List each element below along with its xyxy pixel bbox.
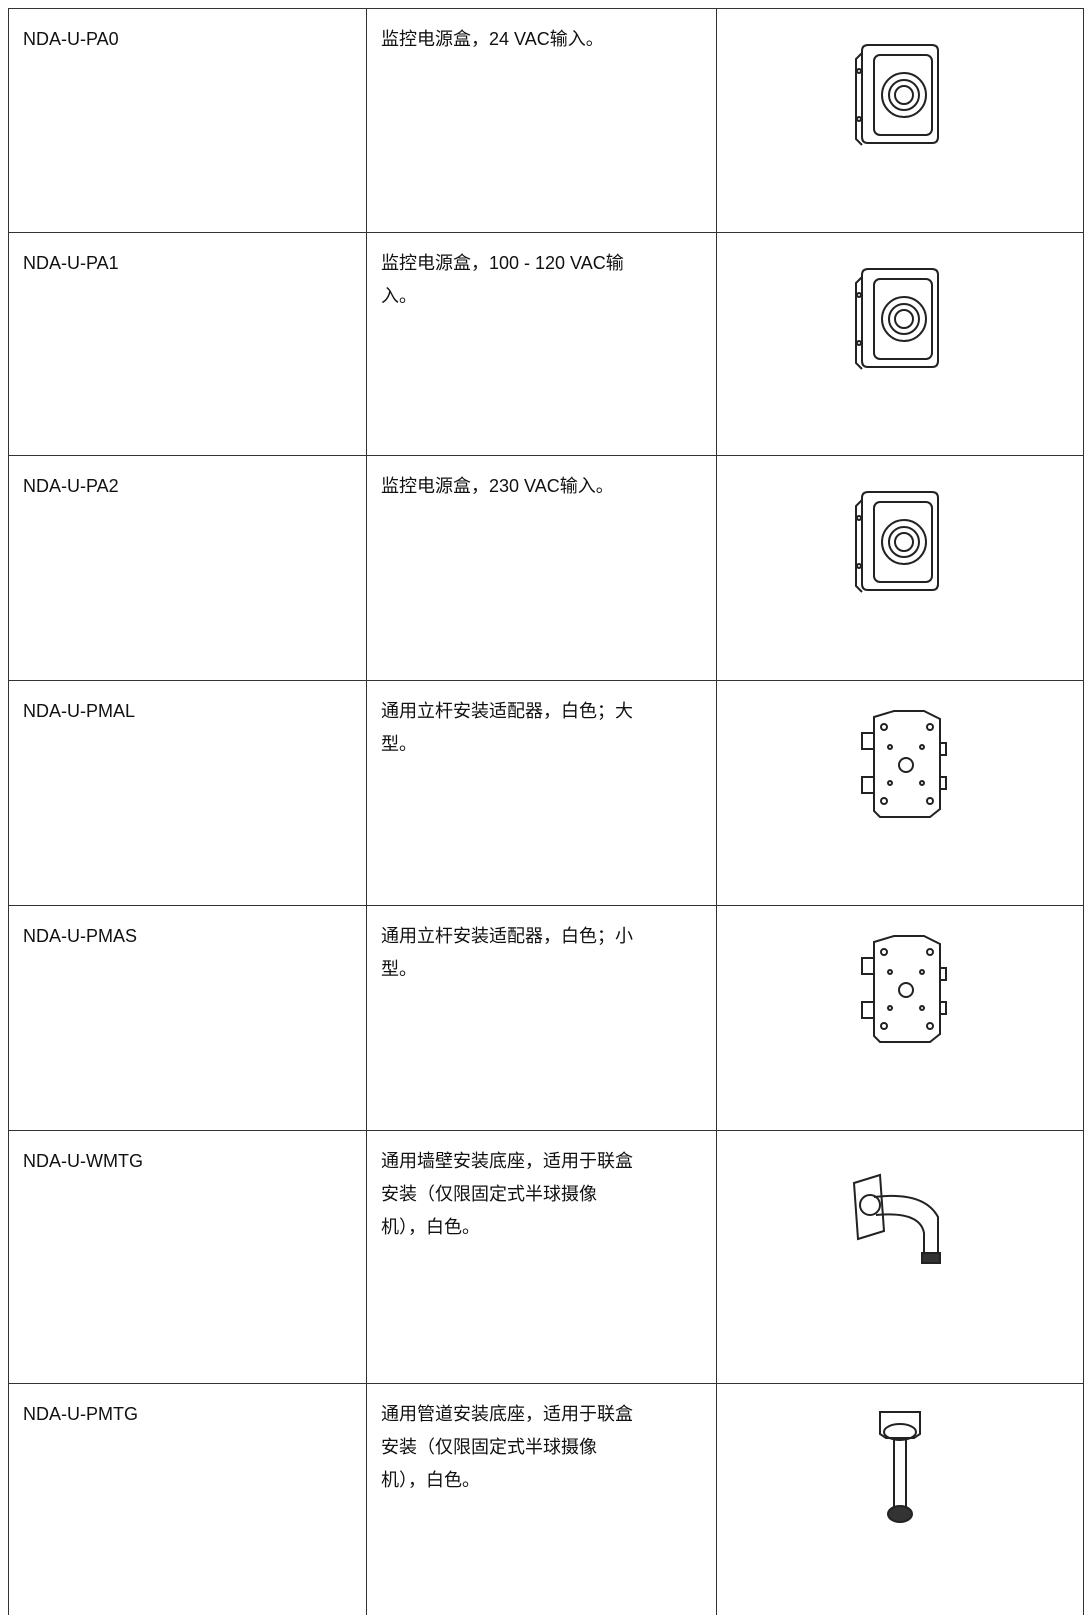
accessory-table: NDA-U-PA0 监控电源盒，24 VAC输入。 NDA-U-PA1 监控电源盒，1… (8, 8, 1084, 1615)
product-image (861, 935, 947, 1043)
product-image-cell (716, 232, 1084, 456)
description-line: 型。 (381, 959, 417, 979)
description: 监控电源盒，100 - 120 VAC输 入。 (366, 232, 717, 456)
product-image (855, 491, 939, 593)
table-row: NDA-U-PA2 监控电源盒，230 VAC输入。 (8, 455, 1084, 681)
part-number: NDA-U-PA2 (8, 455, 367, 681)
product-image (855, 44, 939, 146)
product-image (853, 1174, 941, 1264)
description: 通用立杆安装适配器，白色；大 型。 (366, 680, 717, 906)
product-image-cell (716, 905, 1084, 1131)
part-number: NDA-U-PA0 (8, 8, 367, 233)
product-image (879, 1411, 921, 1523)
table-row: NDA-U-PMAS 通用立杆安装适配器，白色；小 型。 (8, 905, 1084, 1131)
description: 监控电源盒，24 VAC输入。 (366, 8, 717, 233)
part-number: NDA-U-PMAS (8, 905, 367, 1131)
description: 通用立杆安装适配器，白色；小 型。 (366, 905, 717, 1131)
product-image-cell (716, 1130, 1084, 1384)
table-row: NDA-U-WMTG 通用墙壁安装底座，适用于联盒 安装（仅限固定式半球摄像 机），白… (8, 1130, 1084, 1384)
product-image-cell (716, 1383, 1084, 1615)
description-line: 入。 (381, 286, 417, 306)
table-row: NDA-U-PA1 监控电源盒，100 - 120 VAC输 入。 (8, 232, 1084, 456)
description-line: 通用墙壁安装底座，适用于联盒 (381, 1151, 633, 1171)
product-image (861, 710, 947, 818)
description: 监控电源盒，230 VAC输入。 (366, 455, 717, 681)
description-line: 通用立杆安装适配器，白色；大 (381, 701, 633, 721)
table-row: NDA-U-PMAL 通用立杆安装适配器，白色；大 型。 (8, 680, 1084, 906)
product-image (855, 268, 939, 370)
product-image-cell (716, 8, 1084, 233)
description-line: 安装（仅限固定式半球摄像 (381, 1437, 597, 1457)
description-line: 通用管道安装底座，适用于联盒 (381, 1404, 633, 1424)
table-body: NDA-U-PA0 监控电源盒，24 VAC输入。 NDA-U-PA1 监控电源盒，1… (8, 8, 1084, 1615)
table-row: NDA-U-PMTG 通用管道安装底座，适用于联盒 安装（仅限固定式半球摄像 机），白… (8, 1383, 1084, 1615)
product-image-cell (716, 680, 1084, 906)
part-number: NDA-U-PMAL (8, 680, 367, 906)
description: 通用墙壁安装底座，适用于联盒 安装（仅限固定式半球摄像 机），白色。 (366, 1130, 717, 1384)
description-line: 型。 (381, 734, 417, 754)
description: 通用管道安装底座，适用于联盒 安装（仅限固定式半球摄像 机），白色。 (366, 1383, 717, 1615)
product-image-cell (716, 455, 1084, 681)
description-line: 安装（仅限固定式半球摄像 (381, 1184, 597, 1204)
part-number: NDA-U-PA1 (8, 232, 367, 456)
table-row: NDA-U-PA0 监控电源盒，24 VAC输入。 (8, 8, 1084, 233)
description-line: 机），白色。 (381, 1217, 480, 1237)
part-number: NDA-U-PMTG (8, 1383, 367, 1615)
description-line: 机），白色。 (381, 1470, 480, 1490)
description-line: 监控电源盒，230 VAC输入。 (381, 476, 614, 496)
part-number: NDA-U-WMTG (8, 1130, 367, 1384)
description-line: 监控电源盒，100 - 120 VAC输 (381, 253, 624, 273)
description-line: 监控电源盒，24 VAC输入。 (381, 29, 604, 49)
description-line: 通用立杆安装适配器，白色；小 (381, 926, 633, 946)
